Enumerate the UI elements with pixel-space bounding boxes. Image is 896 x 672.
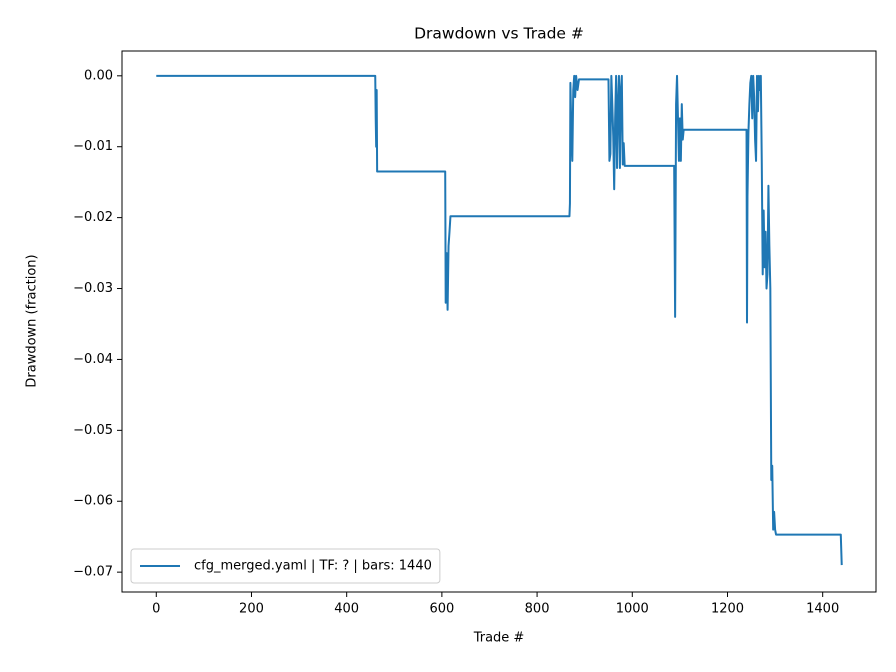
x-tick-label: 200 — [239, 602, 264, 617]
x-axis-label: Trade # — [473, 631, 525, 646]
y-axis-label: Drawdown (fraction) — [25, 254, 40, 387]
x-tick-label: 1400 — [806, 602, 839, 617]
legend-box — [130, 548, 441, 584]
y-tick-label: −0.05 — [73, 423, 113, 438]
y-tick-label: −0.07 — [73, 565, 113, 580]
y-tick-label: 0.00 — [84, 68, 113, 83]
x-tick-label: 1200 — [711, 602, 744, 617]
y-tick-label: −0.06 — [73, 494, 113, 509]
x-tick-label: 1000 — [616, 602, 649, 617]
x-tick-label: 0 — [152, 602, 160, 617]
y-tick-label: −0.02 — [73, 210, 113, 225]
chart-title: Drawdown vs Trade # — [414, 25, 584, 43]
y-tick-label: −0.01 — [73, 139, 113, 154]
y-tick-label: −0.04 — [73, 352, 113, 367]
x-tick-label: 400 — [334, 602, 359, 617]
data-line — [156, 74, 843, 566]
x-tick-label: 800 — [525, 602, 550, 617]
legend-label: cfg_merged.yaml | TF: ? | bars: 1440 — [194, 559, 432, 574]
x-tick-label: 600 — [429, 602, 454, 617]
y-tick-label: −0.03 — [73, 281, 113, 296]
axes-frame — [121, 50, 877, 593]
